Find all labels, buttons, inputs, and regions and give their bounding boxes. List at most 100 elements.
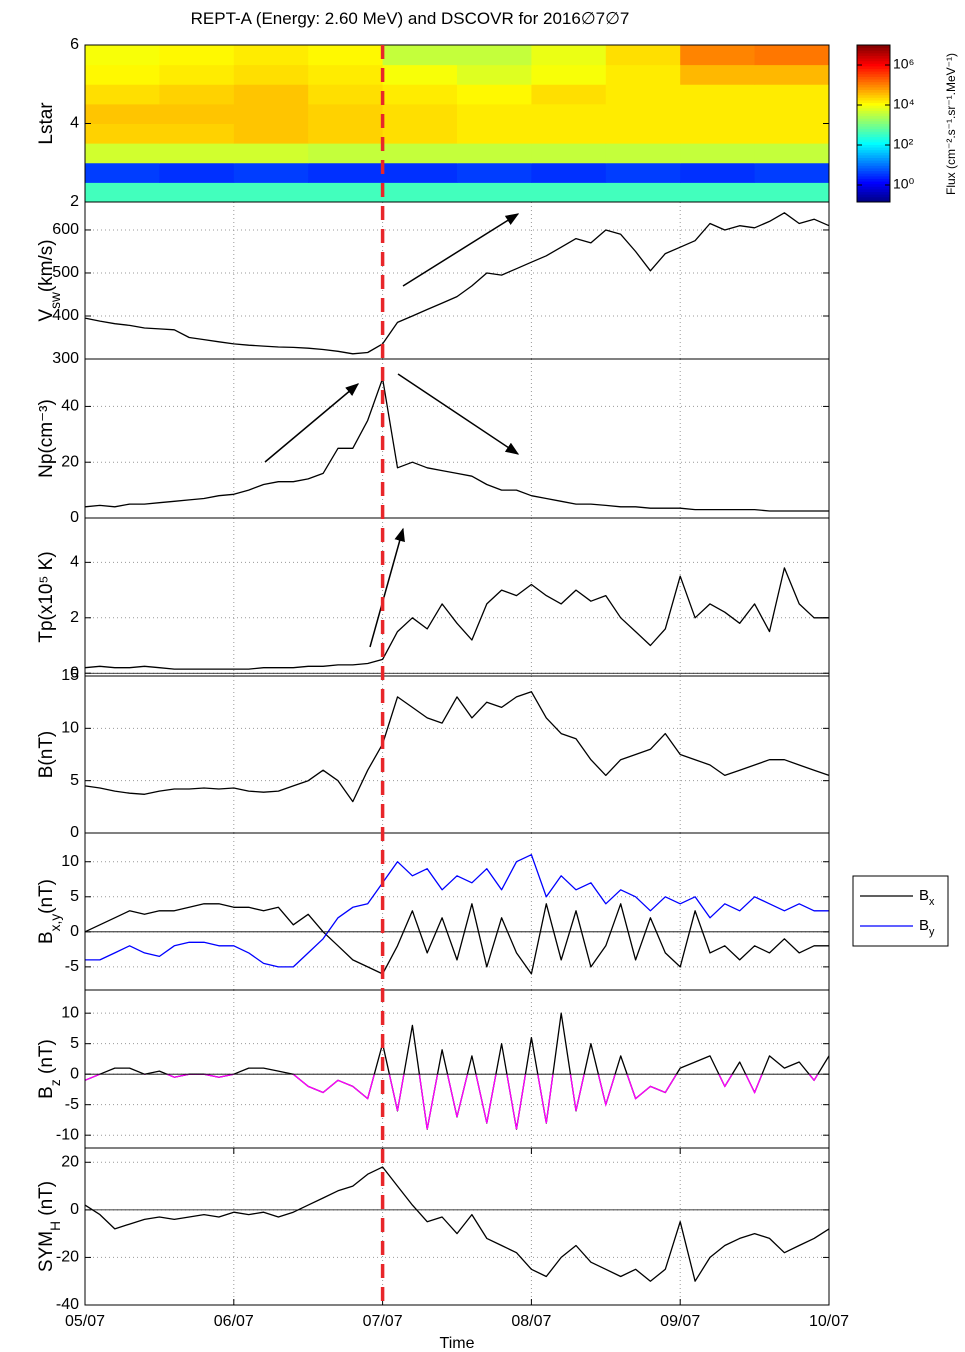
y-tick-label: 15 [61,667,79,684]
heatmap-cell [680,123,756,144]
heatmap-cell [531,162,607,183]
colorbar-step [857,94,890,98]
heatmap-cell [382,64,458,85]
heatmap-cell [159,84,235,105]
colorbar-step [857,136,890,140]
colorbar-step [857,160,890,164]
colorbar-step [857,92,890,96]
heatmap-cell [159,45,235,66]
colorbar-step [857,139,890,143]
colorbar-step [857,97,890,101]
heatmap-cell [233,123,309,144]
colorbar-tick-label: 10⁶ [893,56,914,72]
colorbar-step [857,144,890,148]
x-axis-label: Time [440,1335,475,1352]
y-axis-label: Bx,y(nT) [36,879,63,944]
y-tick-label: -10 [56,1126,79,1143]
heatmap-cell [605,162,681,183]
panel-frame [84,675,830,834]
heatmap-cell [605,123,681,144]
colorbar-step [857,126,890,130]
heatmap-cell [382,84,458,105]
heatmap-cell [605,84,681,105]
y-tick-label: 6 [70,36,79,53]
arrow [264,383,360,463]
label-part: x [929,896,935,908]
heatmap-cell [382,143,458,164]
colorbar-tick-label: 10⁴ [893,96,915,112]
heatmap-cell [382,123,458,144]
colorbar-step [857,110,890,114]
colorbar-step [857,86,890,90]
data-line [85,854,829,968]
colorbar-step [857,52,890,56]
panel-frame [84,989,830,1149]
heatmap-cell [531,64,607,85]
heatmap-cell [308,64,384,85]
y-tick-label: -20 [56,1249,79,1266]
heatmap-cell [159,162,235,183]
heatmap-cell [85,45,160,66]
colorbar-step [857,113,890,117]
heatmap-cell [85,143,160,164]
heatmap-cell [308,103,384,124]
colorbar-step [857,186,890,190]
annotation-arrows [264,213,520,648]
data-line [84,1012,830,1130]
y-tick-label: 10 [61,720,79,737]
colorbar-step [857,162,890,166]
data-line-negative [85,1074,819,1130]
colorbar-step [857,131,890,135]
y-tick-label: 600 [52,221,79,238]
y-tick-label: 40 [61,398,79,415]
heatmap-cell [605,64,681,85]
colorbar-step [857,188,890,193]
heatmap-cell [531,123,607,144]
colorbar-step [857,55,890,59]
colorbar-step [857,170,890,174]
colorbar-step [857,68,890,72]
heatmap-cell [159,103,235,124]
x-tick-label: 09/07 [660,1313,700,1330]
colorbar-step [857,105,890,109]
label-part: sw [48,292,63,309]
heatmap-cell [233,64,309,85]
x-tick-label: 05/07 [65,1313,105,1330]
heatmap-cell [457,123,532,144]
y-tick-label: 300 [52,350,79,367]
y-axis-label: Lstar [36,102,57,145]
legend-label: By [919,917,935,938]
heatmap-cell [85,103,160,124]
data-line [84,567,829,670]
heatmap-cell [233,182,309,203]
y-tick-label: 20 [61,1153,79,1170]
y-tick-label: -40 [56,1296,79,1313]
heatmap-cell [233,162,309,183]
heatmap-cell [85,162,160,183]
y-tick-label: 5 [70,888,79,905]
heatmap-cell [308,84,384,105]
chart-title: REPT-A (Energy: 2.60 MeV) and DSCOVR for… [191,9,630,28]
colorbar-step [857,141,890,145]
colorbar-frame [856,44,891,203]
heatmap-cell [754,64,830,85]
heatmap-cell [531,84,607,105]
heatmap-cell [605,182,681,203]
heatmap-cell [605,103,681,124]
colorbar-step [857,173,890,177]
heatmap-cell [233,103,309,124]
heatmap-cell [531,45,607,66]
panel-frame [84,358,830,519]
y-tick-label: 500 [52,264,79,281]
colorbar-step [857,60,890,64]
colorbar-step [857,181,890,185]
colorbar-step [857,196,890,200]
colorbar-label: Flux (cm⁻².s⁻¹.sr⁻¹.MeV⁻¹) [944,53,958,195]
colorbar-step [857,99,890,104]
colorbar-step [857,120,890,124]
label-part: (nT) [36,1181,57,1221]
colorbar-tick-label: 10⁰ [893,176,915,192]
heatmap-cell [85,182,160,203]
heatmap-cell [457,45,532,66]
panel-frame [84,517,830,677]
